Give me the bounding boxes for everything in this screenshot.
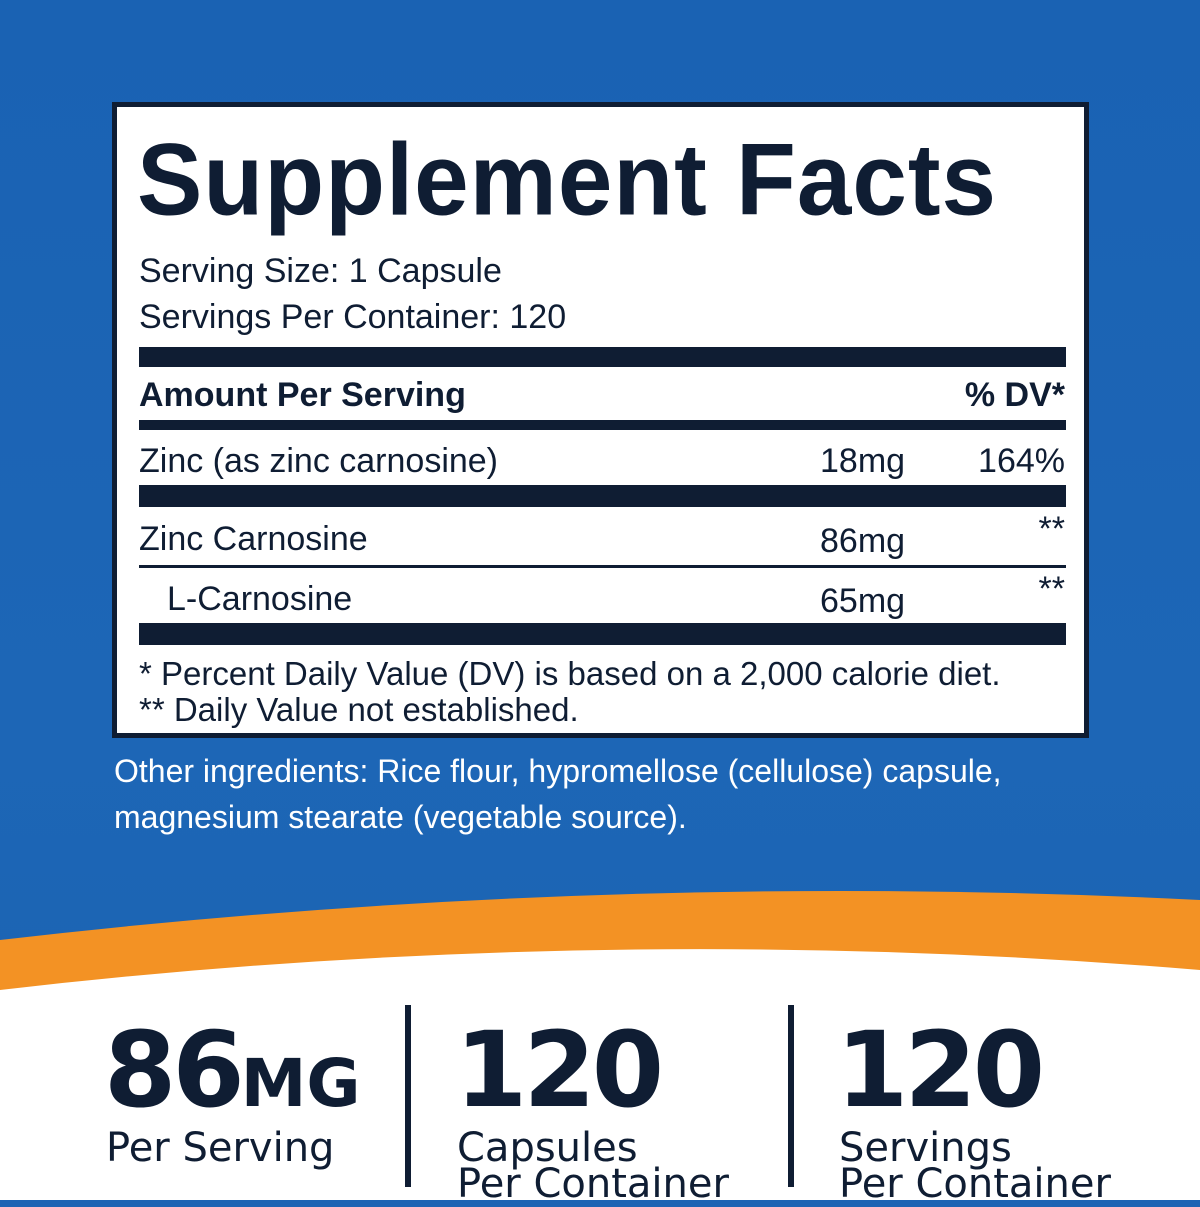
stat-servings-value: 120: [836, 1009, 1045, 1131]
nutrient-name-indented: L-Carnosine: [167, 580, 353, 618]
stat-capsules-per-container-label: Per Container: [457, 1161, 729, 1207]
stat-mg-unit: MG: [240, 1045, 361, 1122]
nutrient-amount: 18mg: [820, 442, 906, 480]
supplement-facts-panel: Supplement Facts Serving Size: 1 Capsule…: [112, 102, 1089, 738]
panel-title: Supplement Facts: [137, 121, 998, 237]
footnote-percent-dv: * Percent Daily Value (DV) is based on a…: [139, 655, 1001, 692]
stat-servings-per-container-label: Per Container: [839, 1161, 1111, 1207]
nutrient-amount: 86mg: [820, 522, 906, 560]
other-ingredients: Other ingredients: Rice flour, hypromell…: [114, 748, 1114, 840]
serving-size: Serving Size: 1 Capsule: [139, 252, 502, 290]
stat-divider-1: [405, 1005, 411, 1187]
stat-capsules-value: 120: [455, 1009, 664, 1131]
amount-per-serving-header: Amount Per Serving: [139, 376, 466, 414]
dv-header: % DV*: [964, 376, 1065, 414]
divider-thick-top: [139, 347, 1066, 367]
other-ingredients-line-2: magnesium stearate (vegetable source).: [114, 799, 687, 835]
divider-header: [139, 420, 1066, 430]
nutrient-amount: 65mg: [820, 582, 906, 620]
orange-wave-band: [0, 891, 1200, 1200]
stat-capsules-label: Capsules: [457, 1125, 638, 1171]
stat-divider-2: [788, 1005, 794, 1187]
divider-thin: [139, 565, 1066, 568]
white-wave: [0, 949, 1200, 1200]
nutrient-dv: 164%: [978, 442, 1065, 480]
stat-mg-number: 86: [104, 1009, 245, 1131]
nutrient-dv: **: [1038, 510, 1065, 548]
nutrient-name: Zinc (as zinc carnosine): [139, 442, 499, 480]
nutrient-name: Zinc Carnosine: [139, 520, 368, 558]
stat-mg-value: 86MG: [104, 1010, 361, 1144]
footnote-dv-not-established: ** Daily Value not established.: [139, 691, 579, 728]
divider-thick-mid: [139, 485, 1066, 507]
servings-per-container: Servings Per Container: 120: [139, 298, 567, 336]
stat-per-serving-label: Per Serving: [106, 1125, 335, 1171]
stat-servings-label: Servings: [839, 1125, 1012, 1171]
other-ingredients-line-1: Other ingredients: Rice flour, hypromell…: [114, 753, 1002, 789]
divider-thick-bottom: [139, 623, 1066, 645]
nutrient-dv: **: [1038, 570, 1065, 608]
